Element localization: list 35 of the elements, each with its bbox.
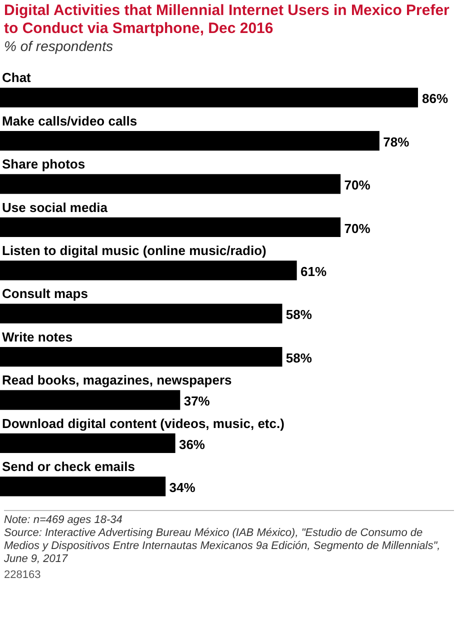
- bar: [0, 130, 380, 151]
- y-tick-label: Read books, magazines, newspapers: [2, 372, 232, 388]
- data-label: 34%: [169, 480, 196, 495]
- data-label: 70%: [344, 178, 371, 193]
- bar: [0, 304, 282, 324]
- y-tick-label: Download digital content (videos, music, etc.): [2, 416, 284, 431]
- data-label: 37%: [184, 394, 210, 409]
- bar: [0, 476, 166, 496]
- y-tick-label: Make calls/video calls: [2, 113, 138, 128]
- y-tick-label: Chat: [2, 70, 32, 86]
- data-label: 36%: [178, 436, 206, 452]
- source-note: Source: Interactive Advertising Bureau México (IAB México), "Estudio de Consumo de Medios y Dispositivos Entre Internautas Mexicanos 9a Edición, Segmento de Millennials", June 9, 2017: [4, 527, 442, 566]
- data-label: 58%: [286, 307, 312, 322]
- text: 228163: [4, 569, 42, 582]
- data-label: 70%: [344, 220, 371, 236]
- chart-title: Digital Activities that Millennial Internet Users in Mexico Prefer to Conduct via Smartphone, Dec 2016: [4, 2, 450, 38]
- bar: [0, 346, 282, 367]
- y-tick-label: Listen to digital music (online music/radio): [2, 242, 266, 258]
- text: Note: n=469 ages 18-34: [4, 514, 124, 527]
- bar: [0, 390, 180, 410]
- bar: [0, 174, 341, 194]
- bar: [0, 433, 176, 454]
- bar: [0, 217, 341, 238]
- y-tick-label: Send or check emails: [2, 458, 135, 474]
- y-tick-label: Use social media: [2, 200, 108, 215]
- data-label: 61%: [300, 264, 327, 279]
- data-label: 78%: [383, 134, 410, 150]
- y-tick-label: Write notes: [2, 329, 73, 344]
- y-tick-label: Share photos: [2, 156, 86, 172]
- bar: [0, 88, 418, 108]
- bar: [0, 260, 297, 280]
- data-label: 58%: [286, 350, 312, 366]
- chart-subtitle: % of respondents: [4, 38, 114, 54]
- data-label: 86%: [422, 91, 448, 106]
- y-tick-label: Consult maps: [2, 286, 88, 302]
